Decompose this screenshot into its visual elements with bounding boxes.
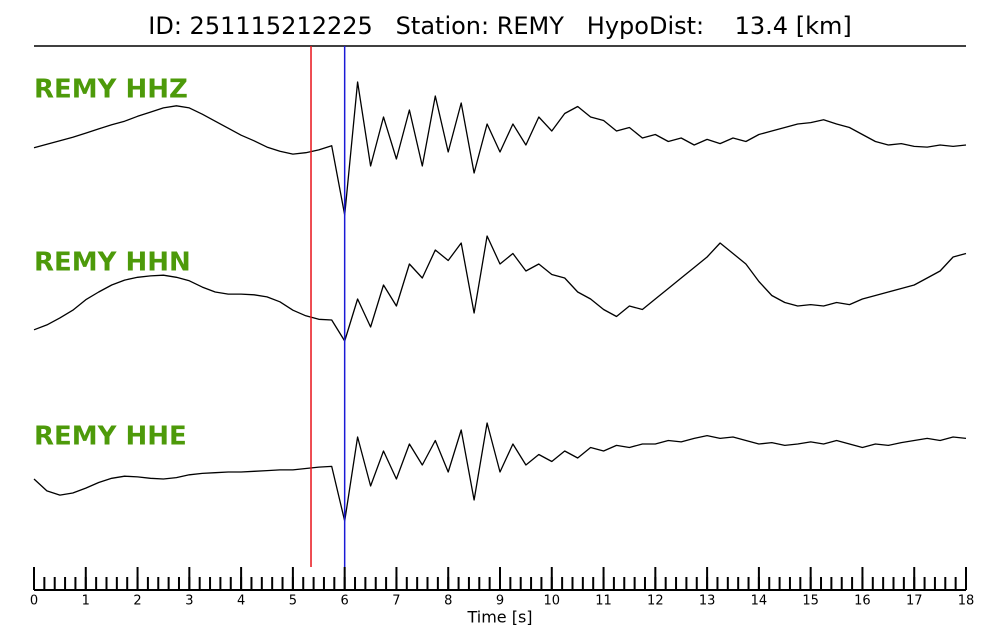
x-tick-label: 15 xyxy=(802,594,819,609)
trace-label: REMY HHZ xyxy=(34,75,188,105)
x-axis-label: Time [s] xyxy=(466,608,532,627)
x-tick-label: 4 xyxy=(237,594,245,609)
x-tick-label: 10 xyxy=(544,594,561,609)
x-tick-label: 16 xyxy=(854,594,871,609)
x-tick-label: 5 xyxy=(289,594,297,609)
x-tick-label: 14 xyxy=(751,594,768,609)
waveform xyxy=(33,235,967,342)
x-tick-label: 17 xyxy=(906,594,923,609)
x-tick-label: 1 xyxy=(82,594,90,609)
x-tick-label: 11 xyxy=(595,594,612,609)
x-tick-label: 2 xyxy=(133,594,141,609)
waveform xyxy=(33,422,967,522)
x-tick-label: 8 xyxy=(444,594,452,609)
x-tick-label: 12 xyxy=(647,594,664,609)
x-tick-label: 0 xyxy=(30,594,38,609)
trace-label: REMY HHE xyxy=(34,422,187,452)
x-tick-label: 9 xyxy=(496,594,504,609)
x-tick-label: 3 xyxy=(185,594,193,609)
x-tick-label: 6 xyxy=(341,594,349,609)
trace-label: REMY HHN xyxy=(34,248,191,278)
chart-title: ID: 251115212225 Station: REMY HypoDist:… xyxy=(148,12,851,40)
x-tick-label: 13 xyxy=(699,594,716,609)
x-tick-label: 7 xyxy=(392,594,400,609)
waveform xyxy=(33,81,967,216)
x-tick-label: 18 xyxy=(958,594,975,609)
